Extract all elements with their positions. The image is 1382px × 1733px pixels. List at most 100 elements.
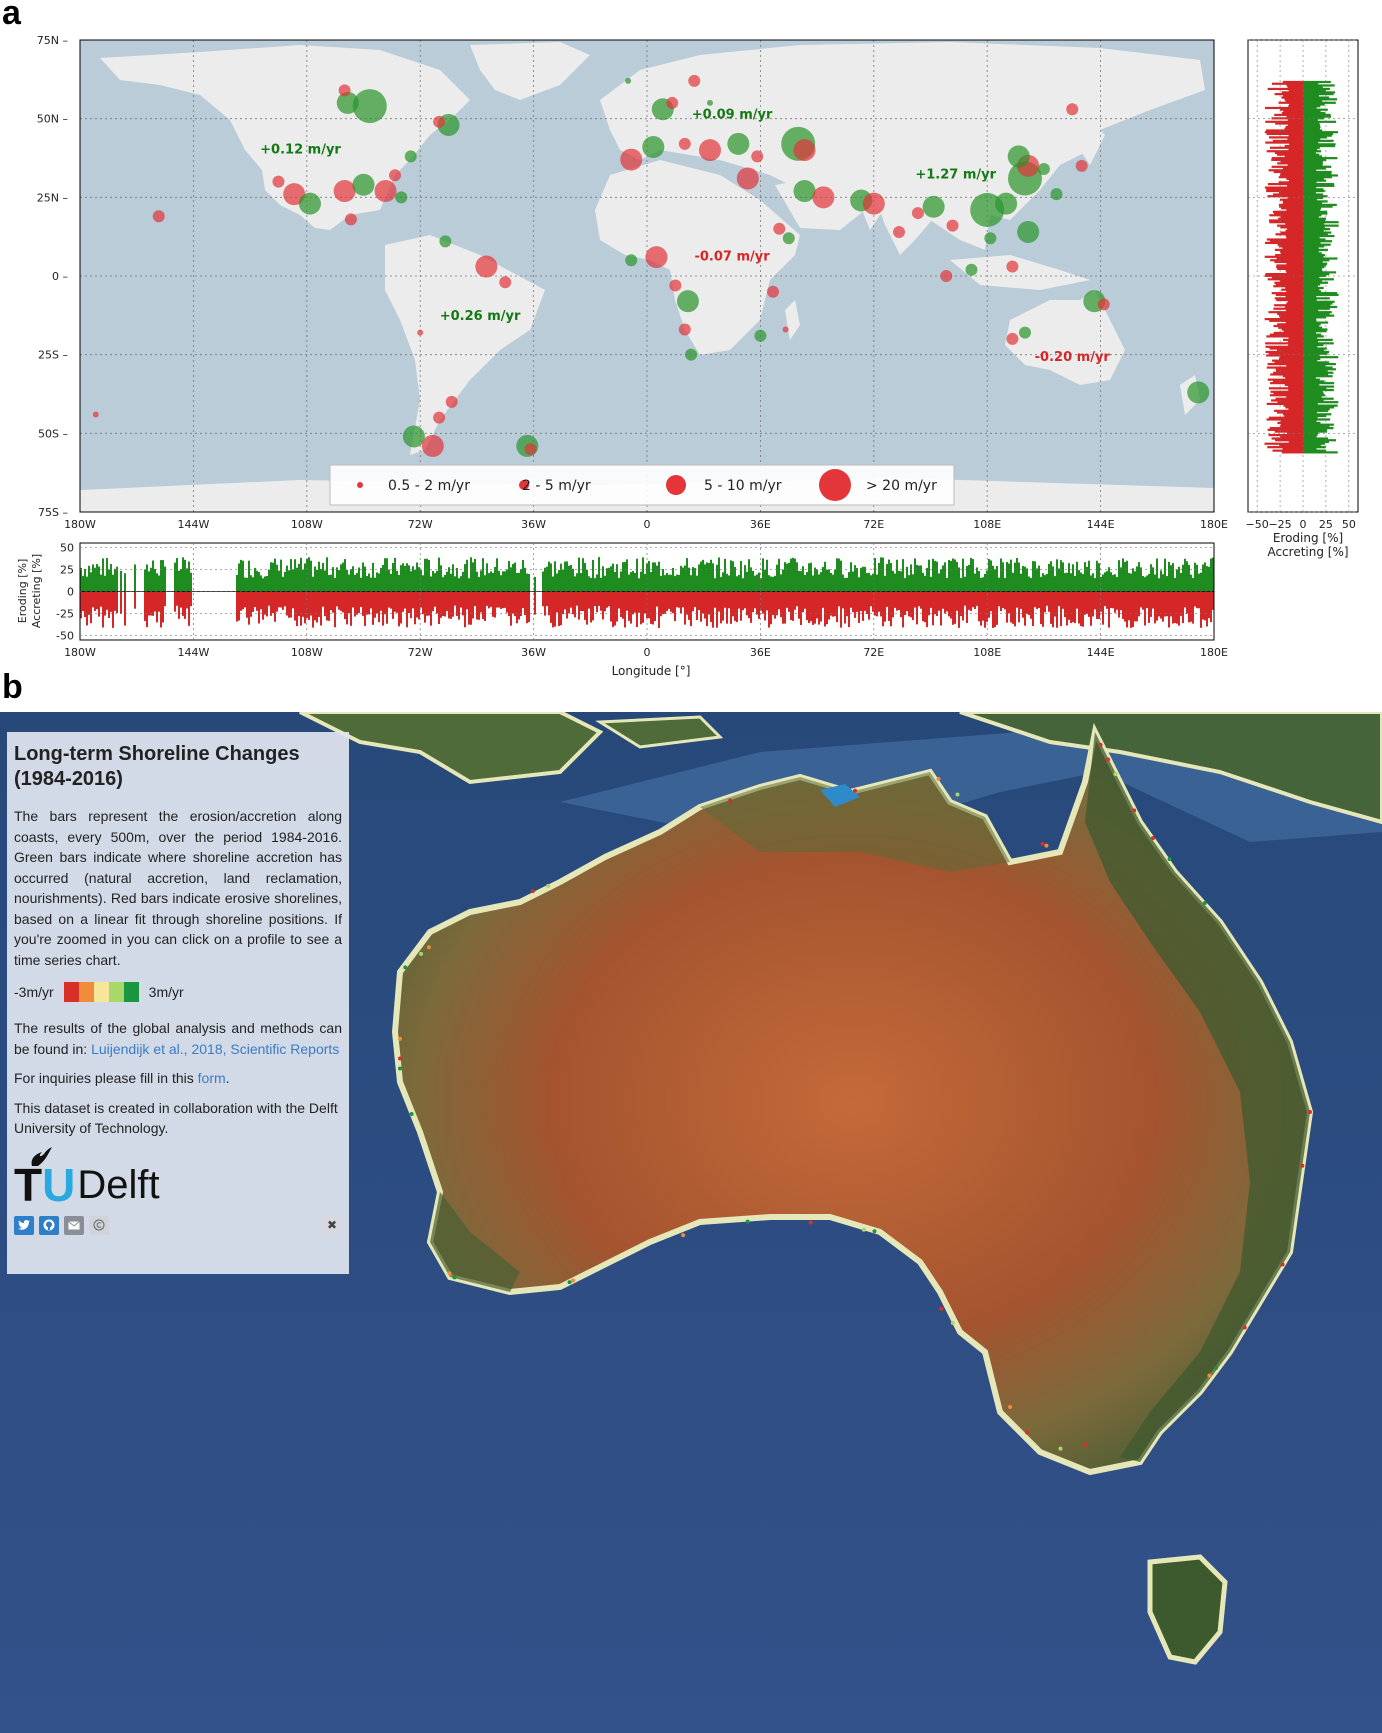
lon-bar-accreting bbox=[888, 559, 890, 592]
coast-change-marker[interactable] bbox=[1242, 1325, 1247, 1330]
coast-change-marker[interactable] bbox=[1083, 1442, 1088, 1447]
coast-change-marker[interactable] bbox=[939, 1306, 944, 1311]
lon-bar-accreting bbox=[310, 560, 312, 592]
coast-change-marker[interactable] bbox=[861, 1227, 866, 1232]
coast-change-marker[interactable] bbox=[398, 1036, 402, 1041]
lon-bar-accreting bbox=[506, 569, 508, 592]
coast-change-marker[interactable] bbox=[936, 776, 941, 781]
paper-link[interactable]: Luijendijk et al., 2018, Scientific Repo… bbox=[91, 1040, 340, 1057]
coast-change-marker[interactable] bbox=[426, 945, 431, 950]
lat-bar-accreting bbox=[1303, 138, 1321, 141]
map-point bbox=[625, 77, 632, 84]
lat-bar-eroding bbox=[1288, 179, 1303, 182]
coast-change-marker[interactable] bbox=[1132, 808, 1137, 813]
twitter-icon[interactable] bbox=[14, 1215, 34, 1235]
coast-change-marker[interactable] bbox=[745, 1219, 750, 1224]
coast-change-marker[interactable] bbox=[1008, 1405, 1013, 1410]
lat-bar-eroding bbox=[1287, 432, 1303, 435]
coast-change-marker[interactable] bbox=[1024, 1430, 1029, 1435]
coast-change-marker[interactable] bbox=[681, 1233, 686, 1238]
form-link[interactable]: form bbox=[197, 1070, 226, 1086]
coast-change-marker[interactable] bbox=[1214, 1365, 1219, 1370]
close-button[interactable]: ✖ bbox=[322, 1215, 342, 1235]
lat-chart-xtick: 25 bbox=[1319, 518, 1333, 531]
lat-bar-eroding bbox=[1265, 141, 1303, 144]
coast-change-marker[interactable] bbox=[950, 1321, 955, 1326]
coast-change-marker[interactable] bbox=[1207, 1373, 1212, 1378]
lon-bar-eroding bbox=[378, 591, 380, 623]
lon-bar-eroding bbox=[566, 591, 568, 619]
lat-bar-accreting bbox=[1303, 167, 1326, 170]
lon-bar-eroding bbox=[346, 591, 348, 625]
lon-bar-eroding bbox=[954, 591, 956, 624]
coast-change-marker[interactable] bbox=[1167, 856, 1172, 861]
lon-bar-eroding bbox=[960, 591, 962, 616]
coast-change-marker[interactable] bbox=[546, 883, 551, 888]
panel-b-map-viewer[interactable]: Long-term Shoreline Changes (1984-2016) … bbox=[0, 712, 1382, 1733]
coast-change-marker[interactable] bbox=[1202, 901, 1207, 906]
map-point bbox=[940, 270, 953, 282]
lon-bar-accreting bbox=[742, 578, 744, 592]
coast-change-marker[interactable] bbox=[955, 792, 960, 797]
coast-change-marker[interactable] bbox=[403, 965, 408, 970]
lon-bar-eroding bbox=[1160, 591, 1162, 619]
coast-change-marker[interactable] bbox=[872, 1229, 877, 1234]
lon-bar-eroding bbox=[1094, 591, 1096, 610]
coast-change-marker[interactable] bbox=[452, 1275, 457, 1280]
lon-bar-eroding bbox=[1174, 591, 1176, 624]
map-lat-tick: 0 – bbox=[52, 270, 68, 283]
lon-bar-eroding bbox=[750, 591, 752, 623]
lon-bar-accreting bbox=[576, 573, 578, 592]
lon-bar-eroding bbox=[908, 591, 910, 617]
coast-change-marker[interactable] bbox=[398, 1066, 402, 1071]
coast-change-marker[interactable] bbox=[530, 889, 535, 894]
coast-change-marker[interactable] bbox=[728, 798, 733, 803]
lon-bar-accreting bbox=[932, 558, 934, 592]
lon-bar-eroding bbox=[758, 591, 760, 619]
coast-change-marker[interactable] bbox=[1058, 1446, 1063, 1451]
coast-change-marker[interactable] bbox=[398, 1056, 402, 1061]
lat-bar-eroding bbox=[1266, 150, 1303, 153]
lon-bar-eroding bbox=[1086, 591, 1088, 614]
lat-bar-eroding bbox=[1285, 229, 1303, 232]
map-lon-tick: 36W bbox=[521, 518, 546, 531]
github-icon[interactable] bbox=[39, 1215, 59, 1235]
coast-change-marker[interactable] bbox=[1098, 742, 1103, 747]
copyright-icon[interactable] bbox=[89, 1215, 109, 1235]
lat-bar-eroding bbox=[1272, 380, 1303, 383]
coast-change-marker[interactable] bbox=[808, 1220, 813, 1225]
lon-bar-eroding bbox=[778, 591, 780, 610]
coast-change-marker[interactable] bbox=[1040, 841, 1045, 846]
lat-bar-eroding bbox=[1284, 155, 1303, 158]
lat-bar-eroding bbox=[1271, 399, 1303, 402]
lon-bar-accreting bbox=[1196, 564, 1198, 592]
lon-bar-accreting bbox=[572, 568, 574, 592]
coast-change-marker[interactable] bbox=[1150, 836, 1155, 841]
map-point bbox=[404, 150, 417, 163]
lon-bar-eroding bbox=[552, 591, 554, 628]
lon-bar-accreting bbox=[838, 558, 840, 592]
lat-bar-accreting bbox=[1303, 117, 1324, 120]
coast-change-marker[interactable] bbox=[571, 1278, 576, 1283]
lon-bar-eroding bbox=[390, 591, 392, 609]
coast-change-marker[interactable] bbox=[1044, 843, 1049, 848]
coast-change-marker[interactable] bbox=[1307, 1110, 1312, 1115]
lat-bar-eroding bbox=[1266, 418, 1303, 421]
coast-change-marker[interactable] bbox=[567, 1280, 572, 1285]
lon-bar-accreting bbox=[1126, 560, 1128, 592]
lon-bar-eroding bbox=[794, 591, 796, 610]
coast-change-marker[interactable] bbox=[1106, 757, 1111, 762]
lon-bar-eroding bbox=[850, 591, 852, 608]
lon-bar-eroding bbox=[284, 591, 286, 607]
lat-bar-eroding bbox=[1273, 212, 1303, 215]
coast-change-marker[interactable] bbox=[447, 1271, 452, 1276]
lat-bar-eroding bbox=[1265, 120, 1303, 123]
coast-change-marker[interactable] bbox=[853, 788, 858, 793]
coast-change-marker[interactable] bbox=[1113, 772, 1118, 777]
coast-change-marker[interactable] bbox=[409, 1111, 414, 1116]
lon-bar-accreting bbox=[802, 566, 804, 592]
coast-change-marker[interactable] bbox=[1280, 1262, 1285, 1267]
coast-change-marker[interactable] bbox=[419, 951, 424, 956]
coast-change-marker[interactable] bbox=[1300, 1163, 1305, 1168]
mail-icon[interactable] bbox=[64, 1215, 84, 1235]
